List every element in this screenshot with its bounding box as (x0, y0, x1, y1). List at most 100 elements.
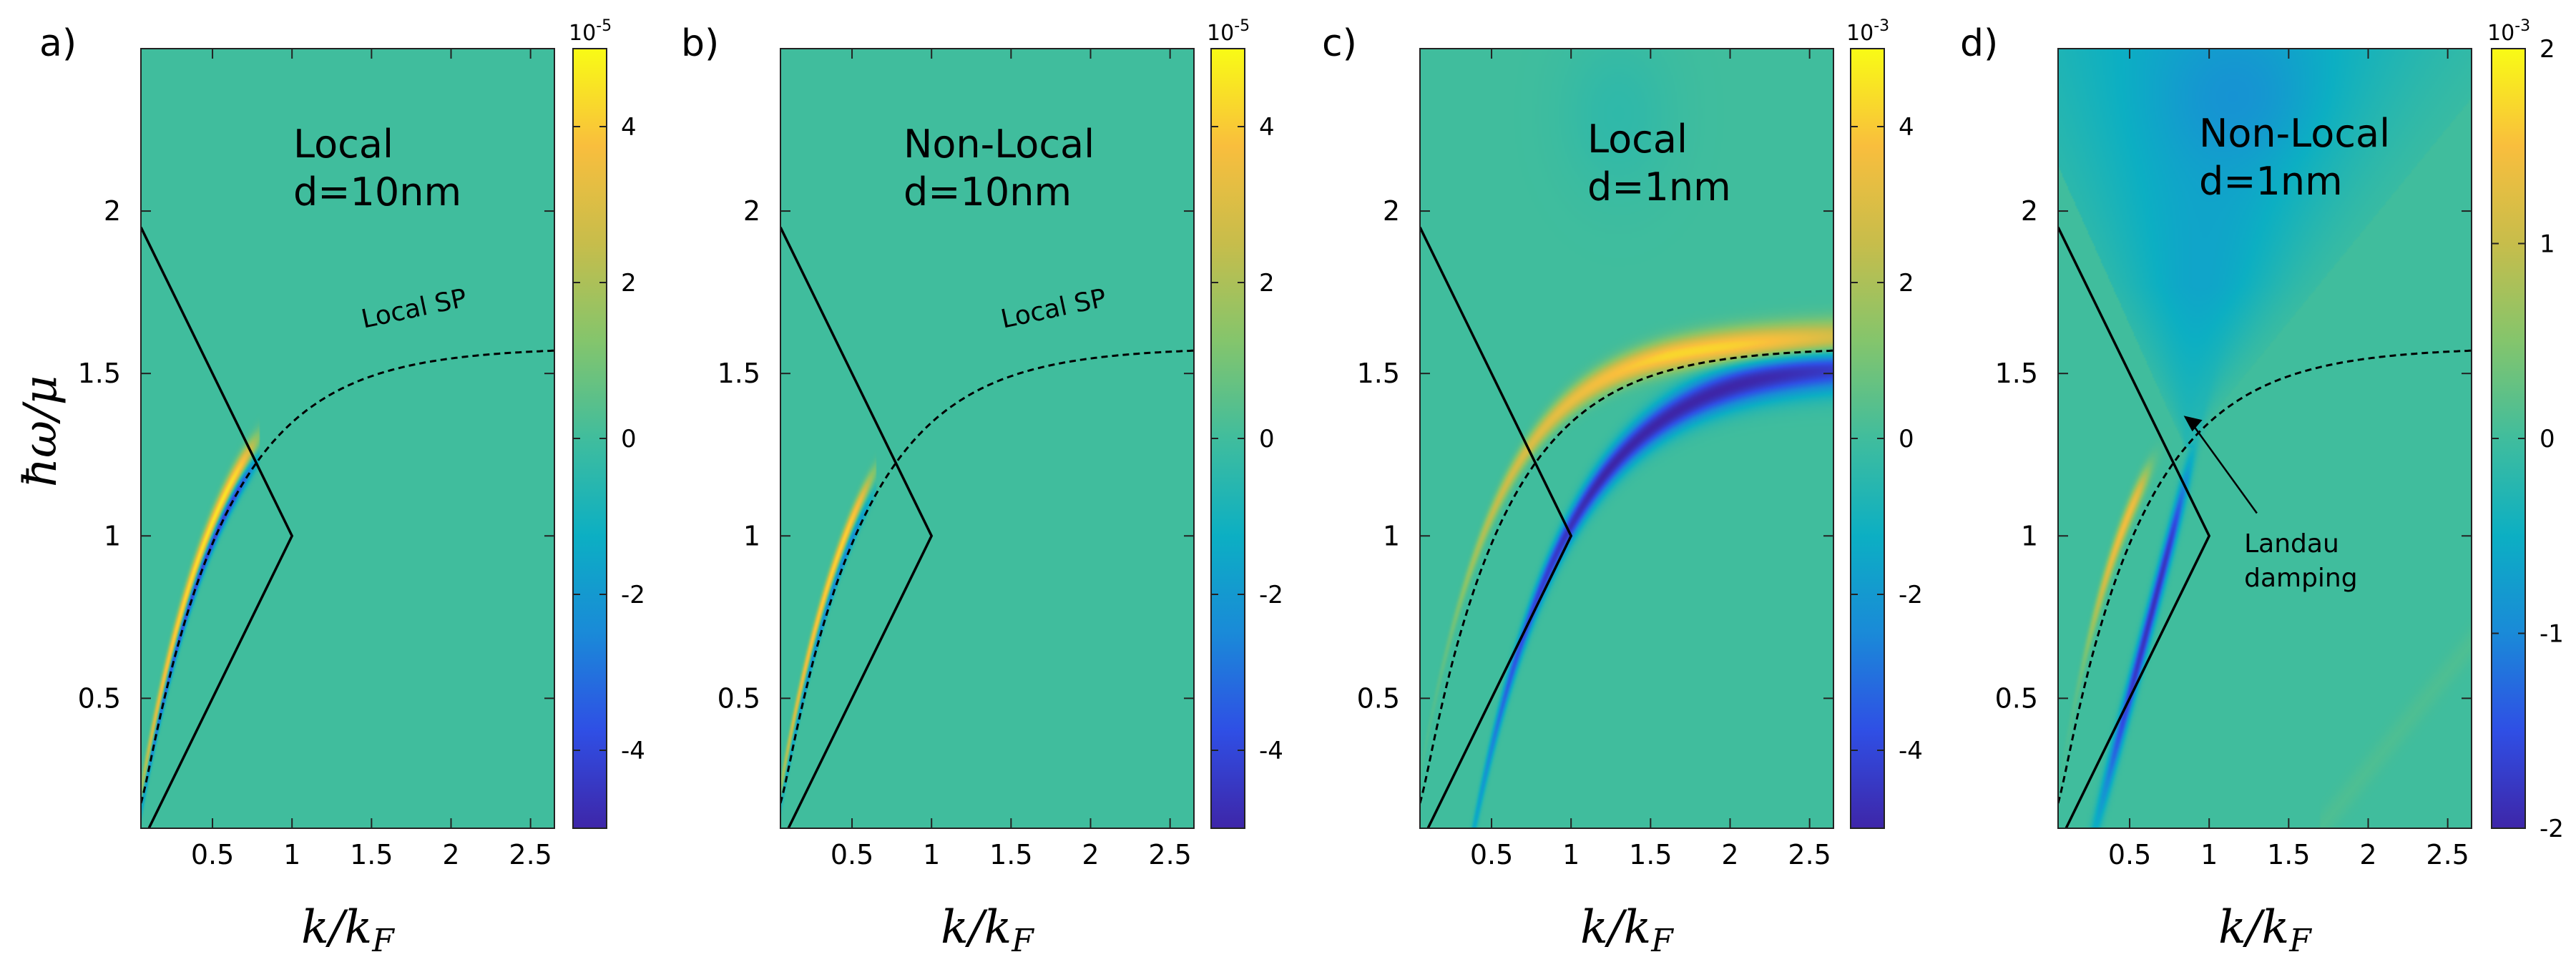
x-tick-label: 0.5 (1470, 839, 1513, 870)
panel-title-line: Non-Local (2199, 111, 2390, 156)
colorbar: -4 -2 0 2 4 10-5 (569, 17, 645, 829)
colorbar-tick-label: -4 (1899, 737, 1923, 765)
panel-title-line: Local (293, 122, 393, 167)
heatmap-image (780, 49, 1194, 828)
panel-title-line: Non-Local (903, 122, 1094, 167)
panel-title-line: d=1nm (2199, 159, 2343, 204)
continuum-boundary-line (141, 227, 294, 828)
colorbar-tick-label: 2 (2540, 35, 2555, 64)
local-sp-dashed-curve (2058, 349, 2472, 804)
y-tick-label: 1.5 (718, 358, 760, 389)
y-tick-label: 0.5 (1357, 682, 1400, 714)
x-axis-label: k/kF (2218, 901, 2312, 959)
colorbar-exponent: 10-3 (2487, 17, 2530, 46)
colorbar-tick-label: -2 (1899, 581, 1923, 609)
panel-letter: b) (681, 22, 719, 65)
x-tick-label: 2.5 (1788, 839, 1831, 870)
annotation-arrow-line (2188, 419, 2258, 514)
x-tick-label: 1.5 (1629, 839, 1672, 870)
axes-frame (1419, 48, 1834, 829)
colorbar-tick-label: -4 (1259, 737, 1283, 765)
plot-lines (2058, 227, 2472, 828)
colorbar-tick-label: 0 (1899, 425, 1914, 453)
continuum-boundary-line (1420, 227, 1573, 828)
colorbar-tick-label: -2 (1259, 581, 1283, 609)
x-tick-label: 1 (1562, 839, 1580, 870)
continuum-boundary-line (780, 227, 934, 828)
y-tick-label: 1 (743, 520, 760, 551)
colorbar-exponent: 10-3 (1846, 17, 1889, 46)
panel-title-line: d=10nm (293, 170, 461, 215)
x-tick-label: 1 (2200, 839, 2218, 870)
colorbar-tick-label: 4 (1899, 113, 1914, 142)
x-tick-label: 1 (283, 839, 300, 870)
y-tick-label: 0.5 (718, 682, 760, 714)
x-tick-label: 2 (1721, 839, 1738, 870)
panel-letter: d) (1960, 22, 1998, 65)
local-sp-dashed-curve (141, 349, 554, 804)
axes-frame (2057, 48, 2472, 829)
y-tick-label: 1.5 (78, 358, 121, 389)
panel-letter: c) (1322, 22, 1357, 65)
continuum-boundary-line (2058, 227, 2211, 828)
panel-title-line: d=10nm (903, 170, 1072, 215)
x-tick-label: 0.5 (831, 839, 873, 870)
colorbar-exponent: 10-5 (569, 17, 612, 46)
heatmap-image (2058, 49, 2472, 828)
x-tick-label: 1.5 (989, 839, 1032, 870)
y-tick-label: 2 (1383, 195, 1400, 227)
x-axis-label: k/kF (941, 901, 1034, 959)
panel-b: 0.5 1 1.5 2 2.50.511.52b)Non-Locald=10nmLoca… (681, 17, 1283, 959)
annotation-text: damping (2244, 564, 2358, 593)
x-tick-label: 0.5 (191, 839, 234, 870)
panel-title-line: Local (1587, 117, 1688, 162)
colorbar-tick-label: -4 (621, 737, 645, 765)
colorbar-tick-label: 0 (621, 425, 637, 453)
x-tick-label: 2 (1082, 839, 1099, 870)
annotation-arrow-head (2183, 416, 2203, 432)
x-tick-label: 1.5 (2267, 839, 2310, 870)
local-sp-dashed-curve (1420, 349, 1833, 804)
plot-lines (1420, 227, 1833, 828)
x-tick-label: 2 (442, 839, 459, 870)
y-tick-label: 2 (743, 195, 760, 227)
local-sp-dashed-curve (780, 349, 1194, 804)
y-tick-label: 2 (104, 195, 121, 227)
x-axis-label: k/kF (1580, 901, 1674, 959)
colorbar-exponent: 10-5 (1207, 17, 1250, 46)
x-axis-label: k/kF (301, 901, 395, 959)
y-tick-label: 1.5 (1357, 358, 1400, 389)
x-tick-label: 2.5 (1148, 839, 1191, 870)
x-tick-label: 2 (2359, 839, 2376, 870)
plot-lines (780, 227, 1194, 828)
y-tick-label: 0.5 (1995, 682, 2038, 714)
colorbar-tick-label: 4 (1259, 113, 1275, 142)
y-tick-label: 2 (2021, 195, 2038, 227)
x-tick-label: 1.5 (350, 839, 393, 870)
colorbar-tick-label: -1 (2540, 620, 2564, 649)
colorbar-tick-label: 0 (1259, 425, 1275, 453)
panel-letter: a) (39, 22, 77, 65)
axes-frame (140, 48, 555, 829)
colorbar-tick-label: -2 (2540, 815, 2564, 843)
y-tick-label: 1 (2021, 520, 2038, 551)
y-tick-label: 1 (104, 520, 121, 551)
colorbar-tick-label: 0 (2540, 425, 2555, 453)
colorbar: -4 -2 0 2 4 10-3 (1846, 17, 1923, 829)
axes-frame (780, 48, 1195, 829)
heatmap-image (141, 49, 554, 828)
x-tick-label: 2.5 (2426, 839, 2469, 870)
y-axis-label: ħω/μ (14, 376, 67, 488)
x-tick-label: 1 (923, 839, 940, 870)
x-tick-label: 2.5 (509, 839, 552, 870)
colorbar: -4 -2 0 2 4 10-5 (1207, 17, 1283, 829)
plot-lines (141, 227, 554, 828)
x-tick-label: 0.5 (2108, 839, 2151, 870)
colorbar-tick-label: 2 (621, 269, 637, 298)
colorbar-tick-label: 2 (1259, 269, 1275, 298)
colorbar-tick-label: 4 (621, 113, 637, 142)
y-tick-label: 1.5 (1995, 358, 2038, 389)
